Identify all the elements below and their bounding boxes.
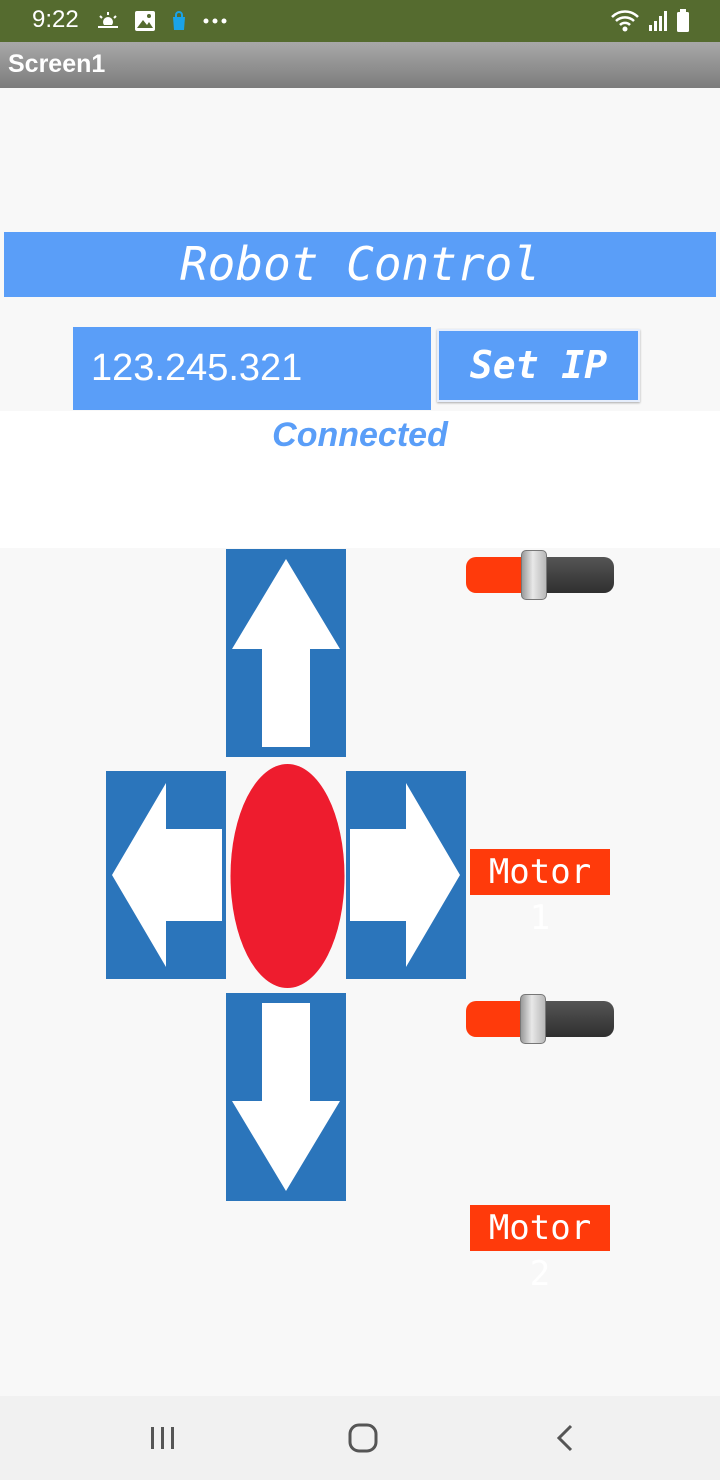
status-time: 9:22 <box>32 6 79 33</box>
forward-button[interactable] <box>226 549 346 757</box>
recents-button[interactable] <box>133 1418 193 1458</box>
motor1-slider-thumb[interactable] <box>521 550 547 600</box>
main-content <box>0 88 720 1396</box>
page-title: Robot Control <box>4 232 716 297</box>
motor1-label: Motor 1 <box>470 849 610 938</box>
right-arrow-icon <box>350 783 460 967</box>
left-button[interactable] <box>106 771 226 979</box>
notification-icons <box>96 6 228 36</box>
right-button[interactable] <box>346 771 466 979</box>
motor2-slider[interactable] <box>466 994 614 1044</box>
motor2-slider-thumb[interactable] <box>520 994 546 1044</box>
home-icon <box>348 1423 378 1453</box>
screen-title: Screen1 <box>8 50 106 78</box>
motor2-label: Motor 2 <box>470 1205 610 1294</box>
motor1-slider[interactable] <box>466 550 614 600</box>
status-bar: 9:22 <box>0 0 720 42</box>
stop-button[interactable] <box>230 764 345 988</box>
battery-icon <box>677 9 689 32</box>
more-dots-icon <box>203 18 227 24</box>
signal-icon <box>649 11 667 31</box>
ip-address-input[interactable] <box>73 327 431 410</box>
back-button[interactable] <box>535 1418 595 1458</box>
status-panel <box>0 411 720 548</box>
back-icon <box>556 1424 573 1452</box>
motor2-slider-track <box>533 1001 614 1037</box>
title-bar: Screen1 <box>0 42 720 88</box>
home-button[interactable] <box>333 1418 393 1458</box>
image-icon <box>135 11 155 31</box>
motor1-slider-track <box>534 557 614 593</box>
up-arrow-icon <box>232 559 340 747</box>
backward-button[interactable] <box>226 993 346 1201</box>
navigation-bar <box>0 1396 720 1480</box>
left-arrow-icon <box>112 783 222 967</box>
down-arrow-icon <box>232 1003 340 1191</box>
bag-icon <box>173 11 185 30</box>
connection-status-label: Connected <box>272 416 448 454</box>
recents-icon <box>151 1427 174 1449</box>
system-icons <box>610 6 690 36</box>
stop-icon <box>230 764 345 988</box>
set-ip-button[interactable]: Set IP <box>437 329 640 402</box>
wifi-icon <box>611 10 639 32</box>
weather-icon <box>98 12 118 28</box>
